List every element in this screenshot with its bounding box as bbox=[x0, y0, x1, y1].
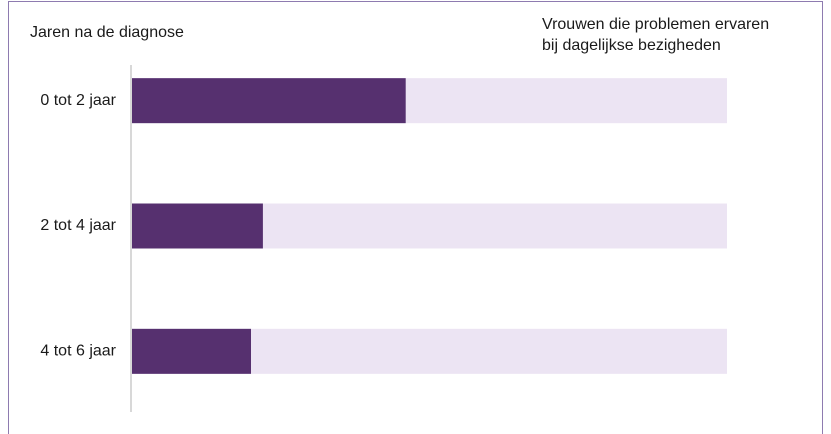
category-label: 4 tot 6 jaar bbox=[40, 343, 116, 360]
category-axis-label: Jaren na de diagnose bbox=[30, 24, 184, 41]
bar bbox=[132, 203, 263, 249]
category-label: 2 tot 4 jaar bbox=[40, 217, 116, 234]
value-label: bij dagelijkse bezigheden bbox=[542, 37, 721, 54]
value-label: Vrouwen die problemen ervaren bbox=[542, 16, 769, 33]
bar bbox=[132, 78, 406, 124]
category-label: 0 tot 2 jaar bbox=[40, 92, 116, 109]
frame bbox=[8, 1, 823, 434]
bar bbox=[132, 328, 251, 374]
